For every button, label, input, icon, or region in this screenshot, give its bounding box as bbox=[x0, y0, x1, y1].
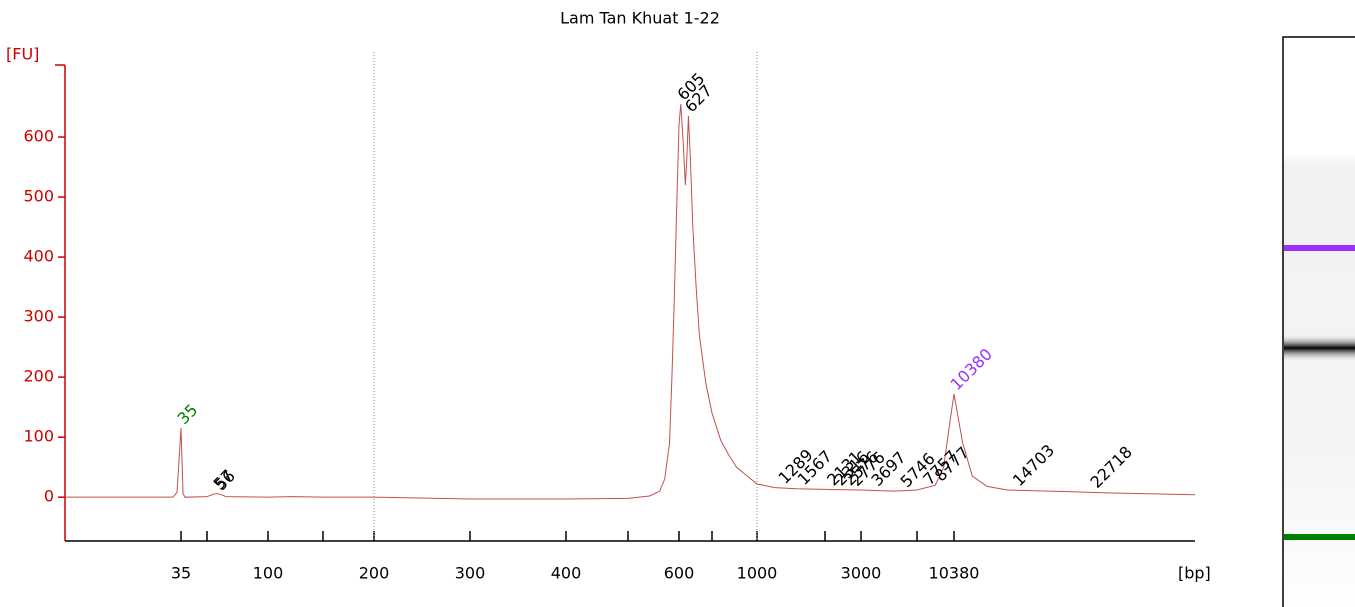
x-tick-label: 400 bbox=[551, 564, 582, 583]
upper-marker-band bbox=[1284, 245, 1355, 251]
peak-label: 22718 bbox=[1087, 442, 1136, 491]
gel-lane bbox=[1282, 36, 1355, 607]
chart-title: Lam Tan Khuat 1-22 bbox=[560, 9, 720, 28]
x-tick-label: 3000 bbox=[841, 564, 882, 583]
sample-band bbox=[1284, 334, 1355, 362]
x-tick-label: 35 bbox=[171, 564, 191, 583]
lane-frame bbox=[1282, 36, 1355, 607]
x-tick-label: 600 bbox=[664, 564, 695, 583]
x-tick-label: 1000 bbox=[737, 564, 778, 583]
x-tick-label: 100 bbox=[253, 564, 284, 583]
x-tick-label: 10380 bbox=[929, 564, 980, 583]
y-tick-label: 0 bbox=[44, 487, 54, 506]
peak-label: 56 bbox=[211, 466, 239, 494]
x-tick-label: 200 bbox=[359, 564, 390, 583]
x-axis-label: [bp] bbox=[1178, 564, 1211, 583]
lower-marker-band bbox=[1284, 534, 1355, 540]
y-axis-label: [FU] bbox=[6, 45, 39, 64]
y-tick-label: 100 bbox=[23, 427, 54, 446]
y-tick-label: 500 bbox=[23, 187, 54, 206]
x-tick-label: 300 bbox=[455, 564, 486, 583]
y-tick-label: 300 bbox=[23, 307, 54, 326]
trace bbox=[65, 103, 1196, 500]
peak-label: 35 bbox=[174, 400, 202, 428]
peak-label: 14703 bbox=[1009, 441, 1058, 490]
peak-label: 8777 bbox=[931, 443, 973, 485]
y-tick-label: 400 bbox=[23, 247, 54, 266]
y-tick-label: 200 bbox=[23, 367, 54, 386]
y-tick-label: 600 bbox=[23, 127, 54, 146]
peak-label: 10380 bbox=[947, 345, 996, 394]
